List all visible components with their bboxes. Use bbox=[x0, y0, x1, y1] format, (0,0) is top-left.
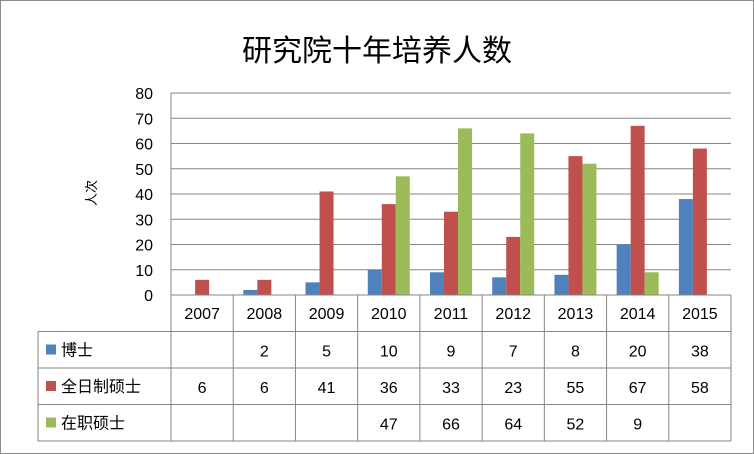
y-tick-label: 60 bbox=[135, 137, 153, 154]
y-tick-label: 50 bbox=[135, 162, 153, 179]
data-label: 41 bbox=[318, 380, 336, 397]
y-tick-label: 20 bbox=[135, 238, 153, 255]
gridlines bbox=[170, 92, 731, 296]
data-label: 52 bbox=[567, 417, 585, 434]
data-label: 5 bbox=[322, 344, 331, 361]
chart-title: 研究院十年培养人数 bbox=[242, 34, 512, 69]
data-label: 6 bbox=[260, 380, 269, 397]
data-label: 47 bbox=[380, 417, 398, 434]
y-axis-label: 人次 bbox=[84, 180, 100, 206]
bar bbox=[195, 279, 210, 295]
bar bbox=[678, 199, 693, 295]
data-label: 10 bbox=[380, 344, 398, 361]
bar bbox=[395, 176, 410, 295]
x-tick-label: 2014 bbox=[620, 306, 656, 323]
data-label: 67 bbox=[629, 380, 647, 397]
y-tick-label: 70 bbox=[135, 111, 153, 128]
bar bbox=[520, 133, 535, 295]
x-tick-label: 2011 bbox=[434, 306, 469, 323]
data-label: 7 bbox=[509, 344, 518, 361]
data-label: 6 bbox=[198, 380, 207, 397]
data-label: 64 bbox=[504, 417, 522, 434]
legend-swatch bbox=[46, 344, 56, 355]
x-tick-label: 2012 bbox=[495, 306, 531, 323]
data-label: 66 bbox=[442, 417, 460, 434]
x-tick-label: 2008 bbox=[247, 306, 283, 323]
x-tick-label: 2010 bbox=[371, 306, 407, 323]
bar bbox=[319, 191, 334, 295]
x-tick-label: 2007 bbox=[184, 306, 220, 323]
bar bbox=[381, 204, 396, 295]
data-label: 38 bbox=[691, 344, 709, 361]
data-label: 20 bbox=[629, 344, 647, 361]
bar bbox=[492, 277, 507, 295]
bars bbox=[195, 125, 707, 295]
bar bbox=[243, 289, 258, 295]
legend-label: 博士 bbox=[61, 341, 93, 360]
bar bbox=[630, 125, 645, 295]
bar bbox=[444, 211, 458, 295]
bar bbox=[568, 156, 583, 295]
legend-label: 全日制硕士 bbox=[61, 377, 141, 396]
bar bbox=[257, 279, 272, 295]
bar bbox=[458, 128, 472, 295]
data-label: 9 bbox=[633, 417, 642, 434]
data-label: 55 bbox=[567, 380, 585, 397]
data-label: 23 bbox=[504, 380, 522, 397]
data-label: 58 bbox=[691, 380, 709, 397]
legend-swatch bbox=[46, 417, 56, 428]
data-label: 2 bbox=[260, 344, 269, 361]
y-tick-label: 10 bbox=[135, 263, 153, 280]
bar bbox=[305, 282, 320, 295]
y-tick-label: 30 bbox=[135, 212, 153, 229]
data-label: 8 bbox=[571, 344, 580, 361]
y-tick-label: 0 bbox=[144, 288, 153, 305]
x-tick-label: 2015 bbox=[682, 306, 718, 323]
bar bbox=[367, 269, 382, 295]
y-tick-label: 40 bbox=[135, 187, 153, 204]
x-tick-label: 2009 bbox=[309, 306, 345, 323]
legend-swatch bbox=[46, 381, 56, 391]
legend-label: 在职硕士 bbox=[61, 414, 125, 433]
y-tick-label: 80 bbox=[135, 86, 153, 103]
bar bbox=[430, 272, 444, 295]
data-label: 36 bbox=[380, 380, 398, 397]
data-label: 33 bbox=[442, 380, 460, 397]
data-label: 9 bbox=[447, 344, 456, 361]
x-tick-label: 2013 bbox=[558, 306, 594, 323]
bar bbox=[582, 163, 597, 295]
bar bbox=[616, 244, 631, 295]
bar bbox=[554, 274, 569, 295]
bar bbox=[506, 236, 521, 295]
bar bbox=[644, 272, 659, 295]
bar bbox=[692, 148, 707, 295]
y-axis-ticks: 0 10 20 30 40 50 60 70 80 bbox=[135, 86, 153, 305]
